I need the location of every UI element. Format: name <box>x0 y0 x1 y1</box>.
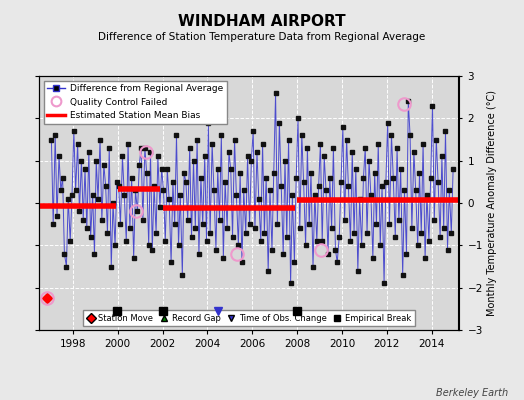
Legend: Station Move, Record Gap, Time of Obs. Change, Empirical Break: Station Move, Record Gap, Time of Obs. C… <box>83 310 414 326</box>
Text: Berkeley Earth: Berkeley Earth <box>436 388 508 398</box>
Text: Difference of Station Temperature Data from Regional Average: Difference of Station Temperature Data f… <box>99 32 425 42</box>
Text: WINDHAM AIRPORT: WINDHAM AIRPORT <box>178 14 346 29</box>
Y-axis label: Monthly Temperature Anomaly Difference (°C): Monthly Temperature Anomaly Difference (… <box>487 90 497 316</box>
